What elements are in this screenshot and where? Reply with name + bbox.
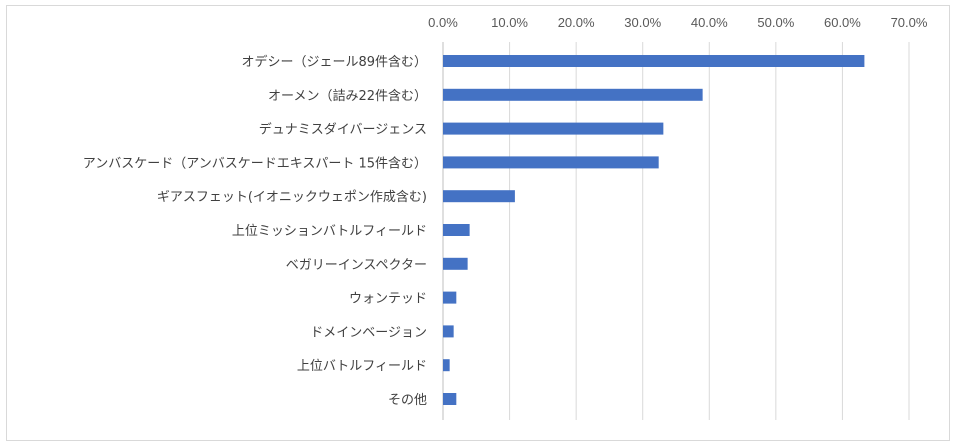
bar	[443, 156, 659, 169]
category-label: ドメインベージョン	[310, 325, 427, 340]
category-label: ベガリーインスペクター	[286, 258, 427, 273]
bar	[443, 55, 865, 67]
bar	[443, 257, 468, 270]
category-label: ウォンテッド	[349, 292, 427, 307]
bar	[443, 122, 664, 135]
category-label: オーメン（詰み22件含む）	[268, 88, 427, 104]
bar	[443, 393, 457, 405]
bar	[443, 224, 470, 236]
bars	[443, 55, 865, 405]
bar	[443, 325, 454, 338]
x-axis-ticks: 0.0% 10.0% 20.0% 30.0% 40.0% 50.0% 60.0% 70.0%	[428, 15, 928, 30]
category-label: オデシー（ジェール89件含む）	[241, 54, 427, 70]
bar	[443, 88, 703, 101]
bar	[443, 291, 457, 304]
x-tick-label: 30.0%	[624, 15, 661, 30]
category-label: その他	[388, 393, 427, 408]
category-labels: オデシー（ジェール89件含む） オーメン（詰み22件含む） デュナミスダイバージェン…	[83, 54, 427, 408]
category-label: 上位ミッションバトルフィールド	[232, 224, 427, 239]
category-label: 上位バトルフィールド	[297, 359, 427, 374]
x-tick-label: 50.0%	[757, 15, 794, 30]
x-tick-label: 40.0%	[691, 15, 728, 30]
chart-border	[6, 5, 950, 441]
x-tick-label: 10.0%	[491, 15, 528, 30]
x-tick-label: 0.0%	[428, 15, 458, 30]
bar	[443, 190, 515, 203]
bar	[443, 359, 450, 372]
category-label: デュナミスダイバージェンス	[259, 122, 427, 138]
x-tick-label: 20.0%	[558, 15, 595, 30]
category-label: アンバスケード（アンバスケードエキスパート 15件含む）	[83, 155, 427, 171]
x-tick-label: 60.0%	[824, 15, 861, 30]
category-label: ギアスフェット(イオニックウェポン作成含む)	[157, 189, 427, 205]
x-tick-label: 70.0%	[891, 15, 928, 30]
gridlines	[442, 42, 910, 420]
